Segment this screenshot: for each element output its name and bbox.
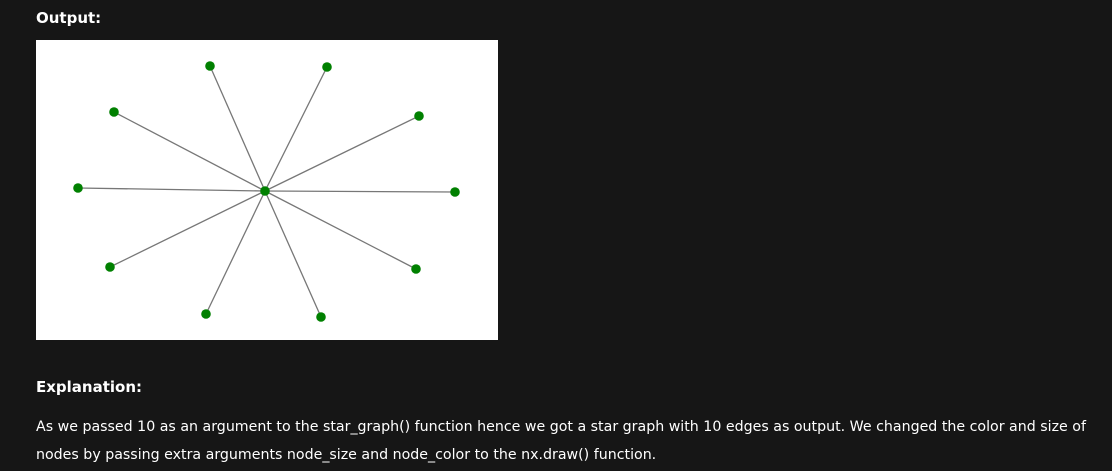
output-heading: Output: [36,9,102,27]
graph-node-8 [411,264,421,274]
graph-edge-9 [205,190,266,315]
graph-edge-4 [264,115,420,192]
graph-edge-6 [264,190,456,193]
graph-node-5 [73,183,83,193]
star-graph [73,61,460,322]
explanation-paragraph: As we passed 10 as an argument to the st… [36,419,1086,463]
graph-edge-3 [113,111,266,192]
graph-node-9 [201,309,211,319]
graph-node-3 [109,107,119,117]
graph-node-6 [450,187,460,197]
graph-node-10 [316,312,326,322]
star-graph-figure [36,40,498,340]
graph-edge-2 [264,66,328,192]
graph-node-1 [205,61,215,71]
graph-node-4 [414,111,424,121]
graph-edge-8 [264,190,417,270]
graph-node-7 [105,262,115,272]
explanation-heading: Explanation: [36,378,143,396]
graph-edge-10 [264,190,322,318]
graph-edge-5 [77,187,266,192]
graph-node-center [260,186,270,196]
graph-edge-7 [109,190,266,268]
graph-edge-1 [209,65,266,192]
graph-node-2 [322,62,332,72]
